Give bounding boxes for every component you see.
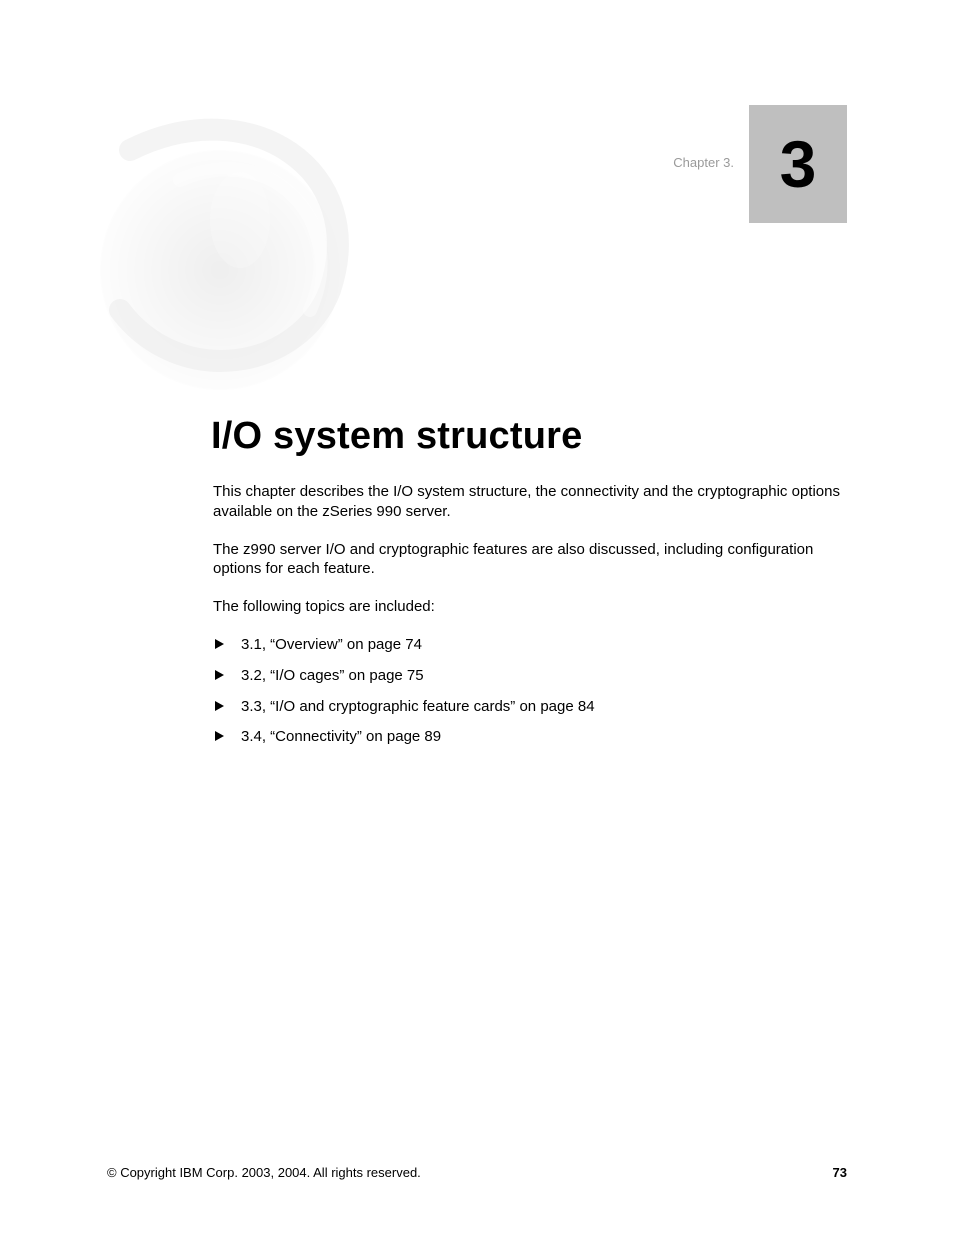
- body-content: This chapter describes the I/O system st…: [213, 482, 853, 758]
- topic-text: 3.4, “Connectivity” on page 89: [241, 728, 441, 745]
- triangle-bullet-icon: [215, 701, 225, 711]
- copyright-text: © Copyright IBM Corp. 2003, 2004. All ri…: [107, 1165, 421, 1180]
- page-number: 73: [833, 1165, 847, 1180]
- topic-text: 3.3, “I/O and cryptographic feature card…: [241, 698, 595, 715]
- triangle-bullet-icon: [215, 731, 225, 741]
- topic-item: 3.3, “I/O and cryptographic feature card…: [213, 697, 853, 717]
- topic-text: 3.1, “Overview” on page 74: [241, 636, 422, 653]
- intro-paragraph-2: The z990 server I/O and cryptographic fe…: [213, 540, 853, 580]
- intro-paragraph-1: This chapter describes the I/O system st…: [213, 482, 853, 522]
- triangle-bullet-icon: [215, 639, 225, 649]
- chapter-title: I/O system structure: [211, 415, 582, 458]
- watermark-globe-icon: [70, 110, 400, 400]
- topic-item: 3.4, “Connectivity” on page 89: [213, 727, 853, 747]
- topic-item: 3.1, “Overview” on page 74: [213, 635, 853, 655]
- page: Chapter 3. 3 I/O system structure This c…: [0, 0, 954, 1235]
- triangle-bullet-icon: [215, 670, 225, 680]
- chapter-label: Chapter 3.: [673, 155, 734, 170]
- topic-text: 3.2, “I/O cages” on page 75: [241, 667, 424, 684]
- topic-item: 3.2, “I/O cages” on page 75: [213, 666, 853, 686]
- topics-intro: The following topics are included:: [213, 597, 853, 617]
- topics-list: 3.1, “Overview” on page 74 3.2, “I/O cag…: [213, 635, 853, 747]
- chapter-number: 3: [780, 131, 817, 197]
- chapter-number-box: 3: [749, 105, 847, 223]
- page-footer: © Copyright IBM Corp. 2003, 2004. All ri…: [107, 1165, 847, 1180]
